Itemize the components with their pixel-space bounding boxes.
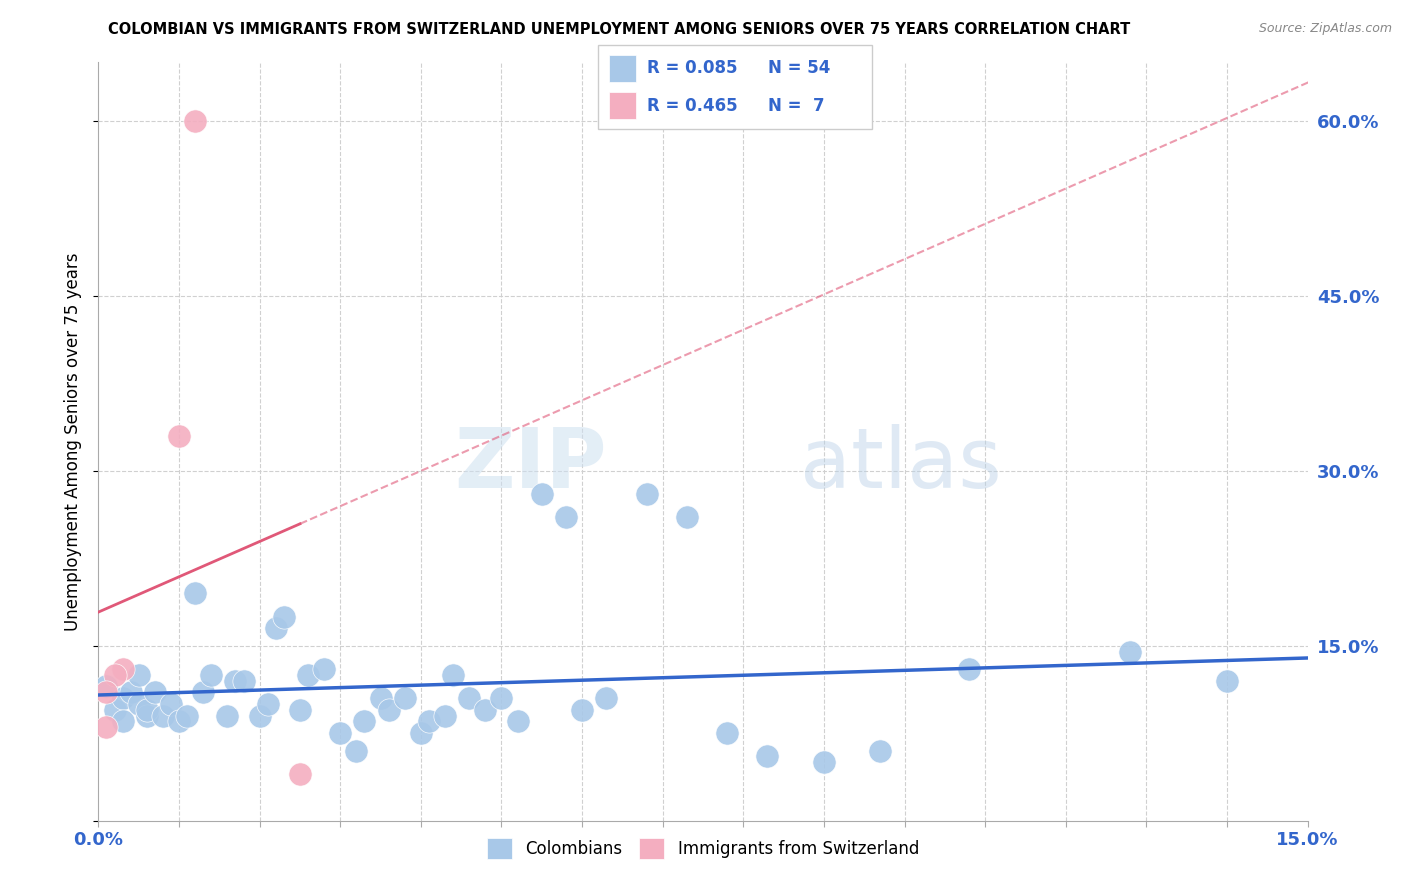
Point bbox=[152, 708, 174, 723]
Point bbox=[676, 510, 699, 524]
Point bbox=[184, 113, 207, 128]
Text: N = 54: N = 54 bbox=[768, 60, 830, 78]
Y-axis label: Unemployment Among Seniors over 75 years: Unemployment Among Seniors over 75 years bbox=[65, 252, 83, 631]
Point bbox=[96, 720, 118, 734]
Point bbox=[120, 685, 142, 699]
Point bbox=[176, 708, 198, 723]
Point bbox=[344, 744, 367, 758]
Point bbox=[756, 749, 779, 764]
FancyBboxPatch shape bbox=[609, 92, 636, 120]
Point bbox=[224, 673, 246, 688]
Point bbox=[256, 697, 278, 711]
Point bbox=[103, 703, 125, 717]
Point bbox=[167, 714, 190, 729]
Point bbox=[167, 428, 190, 442]
Point bbox=[458, 691, 481, 706]
Point bbox=[418, 714, 440, 729]
Point bbox=[200, 668, 222, 682]
Point bbox=[813, 756, 835, 770]
Text: Source: ZipAtlas.com: Source: ZipAtlas.com bbox=[1258, 22, 1392, 36]
Point bbox=[96, 680, 118, 694]
Point bbox=[111, 691, 134, 706]
Point bbox=[128, 668, 150, 682]
Text: atlas: atlas bbox=[800, 424, 1001, 505]
Point bbox=[353, 714, 375, 729]
Point bbox=[409, 726, 432, 740]
Point bbox=[264, 621, 287, 635]
Point bbox=[184, 586, 207, 600]
Point bbox=[314, 662, 336, 676]
Text: R = 0.465: R = 0.465 bbox=[647, 96, 738, 114]
Point bbox=[716, 726, 738, 740]
Point bbox=[232, 673, 254, 688]
Point bbox=[530, 487, 553, 501]
FancyBboxPatch shape bbox=[609, 54, 636, 82]
Point bbox=[297, 668, 319, 682]
Point bbox=[135, 708, 157, 723]
Text: COLOMBIAN VS IMMIGRANTS FROM SWITZERLAND UNEMPLOYMENT AMONG SENIORS OVER 75 YEAR: COLOMBIAN VS IMMIGRANTS FROM SWITZERLAND… bbox=[107, 22, 1130, 37]
Point bbox=[288, 767, 311, 781]
Point bbox=[869, 744, 891, 758]
Point bbox=[370, 691, 392, 706]
Point bbox=[394, 691, 416, 706]
Legend: Colombians, Immigrants from Switzerland: Colombians, Immigrants from Switzerland bbox=[481, 831, 925, 865]
Point bbox=[111, 714, 134, 729]
Point bbox=[491, 691, 513, 706]
Point bbox=[288, 703, 311, 717]
Point bbox=[111, 662, 134, 676]
Text: ZIP: ZIP bbox=[454, 424, 606, 505]
Point bbox=[96, 685, 118, 699]
Point bbox=[571, 703, 593, 717]
Point bbox=[377, 703, 399, 717]
Point bbox=[128, 697, 150, 711]
Point bbox=[636, 487, 658, 501]
Point bbox=[595, 691, 617, 706]
Point bbox=[474, 703, 496, 717]
Point bbox=[1216, 673, 1239, 688]
Point bbox=[160, 697, 183, 711]
Point bbox=[1119, 644, 1142, 658]
Point bbox=[103, 668, 125, 682]
Point bbox=[555, 510, 578, 524]
FancyBboxPatch shape bbox=[598, 45, 872, 129]
Text: R = 0.085: R = 0.085 bbox=[647, 60, 737, 78]
Point bbox=[957, 662, 980, 676]
Point bbox=[193, 685, 215, 699]
Point bbox=[441, 668, 464, 682]
Point bbox=[143, 685, 166, 699]
Point bbox=[506, 714, 529, 729]
Point bbox=[273, 609, 295, 624]
Point bbox=[217, 708, 239, 723]
Text: N =  7: N = 7 bbox=[768, 96, 824, 114]
Point bbox=[434, 708, 457, 723]
Point bbox=[249, 708, 271, 723]
Point bbox=[329, 726, 352, 740]
Point bbox=[135, 703, 157, 717]
